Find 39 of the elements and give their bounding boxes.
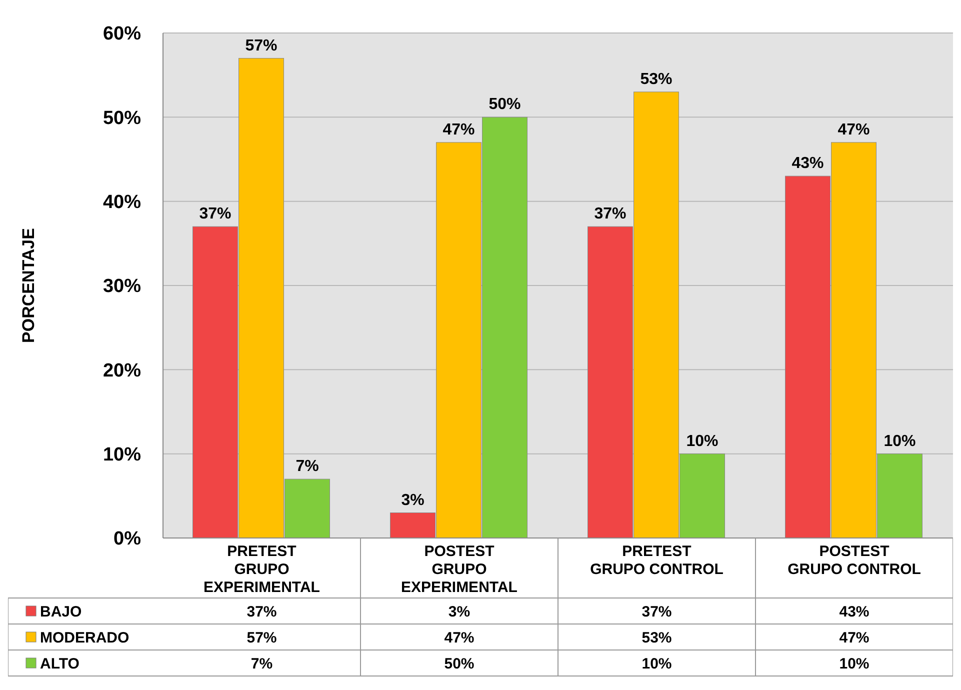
- data-label: 53%: [642, 629, 672, 646]
- text: 10%: [686, 432, 718, 450]
- legend-label: BAJO: [40, 603, 82, 620]
- y-tick-label: 50%: [102, 108, 142, 129]
- x-tick-label: POSTEST GRUPO CONTROL: [788, 543, 921, 578]
- x-tick-label: POSTEST GRUPO EXPERIMENTAL: [401, 543, 518, 596]
- data-label: 37%: [642, 603, 672, 620]
- text: 10%: [884, 432, 916, 450]
- x-tick-label: PRETEST GRUPO CONTROL: [590, 543, 724, 578]
- text: 53%: [640, 70, 672, 88]
- y-tick-label: 20%: [102, 360, 142, 382]
- data-label: 47%: [839, 629, 870, 646]
- text: 47%: [442, 121, 475, 138]
- text: 37%: [594, 206, 626, 223]
- y-tick-label: 10%: [102, 444, 142, 466]
- data-label: 37%: [246, 603, 277, 620]
- x-tick-label: PRETEST GRUPO EXPERIMENTAL: [204, 543, 320, 596]
- text: 57%: [245, 37, 278, 54]
- text: 43%: [792, 155, 824, 172]
- text: 3%: [401, 492, 424, 509]
- data-label: 10%: [642, 655, 672, 672]
- y-tick-label: 40%: [102, 192, 142, 213]
- y-tick-label: 0%: [114, 528, 142, 550]
- data-label: 7%: [250, 655, 273, 672]
- y-tick-label: 60%: [102, 24, 142, 45]
- text: 50%: [488, 96, 521, 114]
- text: 47%: [838, 121, 870, 138]
- legend-label: MODERADO: [40, 629, 130, 646]
- data-label: 50%: [444, 655, 474, 672]
- data-label: 43%: [839, 603, 870, 620]
- y-axis-title: PORCENTAJE: [19, 228, 38, 343]
- text: 37%: [199, 206, 232, 223]
- data-label: 57%: [246, 629, 277, 646]
- text: 7%: [296, 458, 319, 476]
- data-label: 47%: [444, 629, 474, 646]
- data-label: 3%: [448, 603, 470, 620]
- legend-label: ALTO: [40, 655, 80, 672]
- data-label: 10%: [839, 655, 870, 672]
- y-tick-label: 30%: [102, 276, 142, 298]
